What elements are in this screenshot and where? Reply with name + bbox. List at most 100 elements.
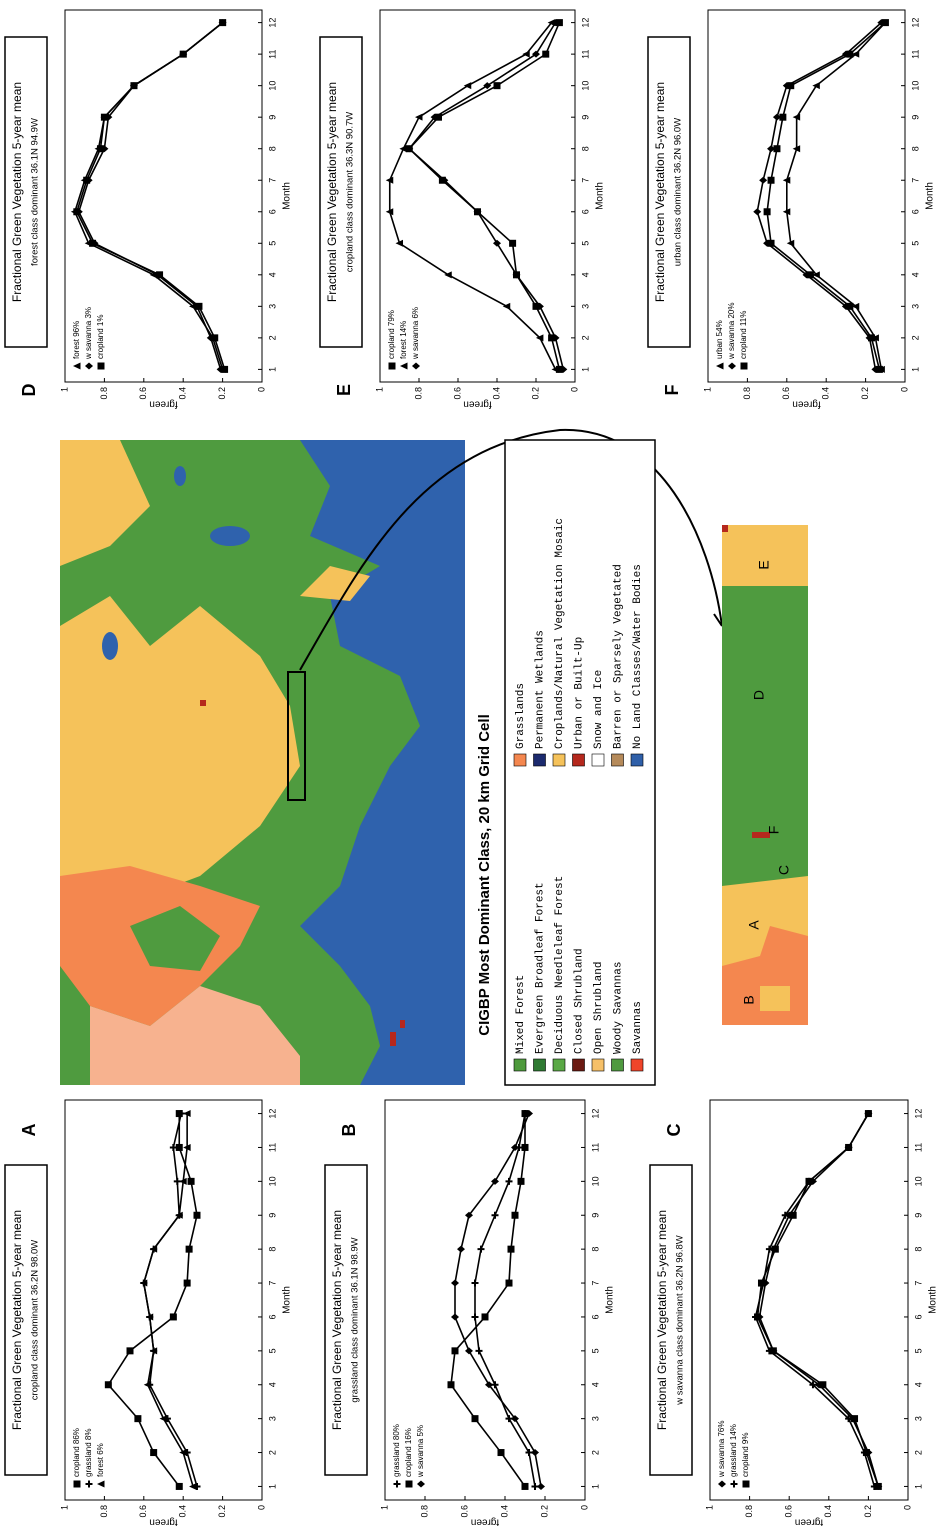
legend-swatch <box>612 754 624 766</box>
y-tick-label: 0.4 <box>178 387 188 400</box>
x-tick-label: 7 <box>913 1281 923 1286</box>
marker <box>773 145 780 152</box>
legend-entry: w savanna 5% <box>416 1425 425 1478</box>
series-line <box>409 23 559 370</box>
marker <box>472 1280 479 1287</box>
legend-swatch <box>534 1059 546 1071</box>
x-tick-label: 10 <box>267 1176 277 1186</box>
x-axis-label: Month <box>928 1286 939 1314</box>
legend-marker <box>417 1481 425 1488</box>
marker <box>518 1178 525 1185</box>
legend-label: Urban or Built-Up <box>573 637 585 749</box>
legend-entry: cropland 1% <box>96 315 105 359</box>
x-tick-label: 9 <box>910 115 920 120</box>
marker <box>134 1415 141 1422</box>
map-urban <box>200 700 206 706</box>
chart-title: Fractional Green Vegetation 5-year mean <box>330 1210 344 1430</box>
x-tick-label: 12 <box>267 1109 277 1119</box>
x-tick-label: 5 <box>913 1348 923 1353</box>
marker <box>127 1347 134 1354</box>
legend-marker <box>389 363 396 370</box>
x-tick-label: 1 <box>580 367 590 372</box>
x-tick-label: 8 <box>267 146 277 151</box>
legend-swatch <box>553 1059 565 1071</box>
marker <box>806 1178 813 1185</box>
y-tick-label: 0.6 <box>781 387 791 400</box>
marker <box>537 1483 545 1490</box>
marker <box>186 1246 193 1253</box>
marker <box>83 177 90 184</box>
x-tick-label: 8 <box>910 146 920 151</box>
legend-swatch <box>592 754 604 766</box>
zoom-label: D <box>751 690 767 700</box>
y-tick-label: 1 <box>704 1505 714 1510</box>
marker <box>457 1246 465 1253</box>
y-tick-label: 0.8 <box>742 387 752 400</box>
x-tick-label: 3 <box>580 304 590 309</box>
zoom-label: C <box>776 865 792 875</box>
x-tick-label: 8 <box>580 146 590 151</box>
chart-subtitle: forest class dominant 36.1N 94.9W <box>30 118 41 266</box>
x-tick-label: 4 <box>580 272 590 277</box>
y-tick-label: 0.2 <box>217 387 227 400</box>
panel-label: C <box>664 1124 684 1137</box>
legend-label: Closed Shrubland <box>573 948 585 1054</box>
x-tick-label: 5 <box>910 241 920 246</box>
series-line <box>455 1114 541 1487</box>
legend-marker <box>741 363 748 370</box>
marker <box>876 366 883 373</box>
zoom-strip <box>722 525 808 1025</box>
x-tick-label: 1 <box>267 367 277 372</box>
marker <box>176 1483 183 1490</box>
marker <box>452 1347 459 1354</box>
marker <box>482 1313 489 1320</box>
marker <box>180 51 187 58</box>
marker <box>509 240 516 247</box>
marker <box>105 1381 112 1388</box>
x-tick-label: 5 <box>580 241 590 246</box>
marker <box>863 1449 870 1456</box>
marker <box>415 114 423 121</box>
marker <box>476 1347 483 1354</box>
legend-label: Deciduous Needleleaf Forest <box>554 876 566 1054</box>
x-tick-label: 12 <box>590 1109 600 1119</box>
chart-subtitle: cropland class dominant 36.3N 90.7W <box>345 112 356 273</box>
map-urban <box>400 1020 405 1028</box>
x-tick-label: 11 <box>910 49 920 58</box>
chart-subtitle: grassland class dominant 36.1N 98.9W <box>350 1237 361 1402</box>
y-axis-label: fgreen <box>795 1516 823 1526</box>
x-tick-label: 7 <box>267 1281 277 1286</box>
x-tick-label: 6 <box>267 209 277 214</box>
marker <box>807 271 814 278</box>
x-tick-label: 5 <box>267 1348 277 1353</box>
marker <box>494 82 501 89</box>
y-tick-label: 0.8 <box>99 1505 109 1518</box>
zoom-label: F <box>766 826 782 835</box>
marker <box>882 19 889 26</box>
marker <box>170 1313 177 1320</box>
x-tick-label: 12 <box>910 18 920 28</box>
x-tick-label: 2 <box>910 335 920 340</box>
legend-entry: w savanna 6% <box>411 307 420 360</box>
y-tick-label: 0.4 <box>823 1505 833 1518</box>
y-tick-label: 0.4 <box>178 1505 188 1518</box>
y-tick-label: 0.2 <box>539 1505 549 1518</box>
marker <box>819 1381 826 1388</box>
legend-label: Snow and Ice <box>593 670 605 749</box>
y-tick-label: 0.6 <box>138 387 148 400</box>
y-axis-label: fgreen <box>463 398 491 409</box>
legend-label: Savannas <box>632 1001 644 1054</box>
legend-label: Mixed Forest <box>515 975 527 1054</box>
x-tick-label: 10 <box>913 1176 923 1186</box>
x-axis-label: Month <box>282 182 293 210</box>
y-tick-label: 0.4 <box>499 1505 509 1518</box>
x-axis-label: Month <box>605 1286 616 1314</box>
legend-marker <box>743 1481 750 1488</box>
x-tick-label: 4 <box>267 272 277 277</box>
marker <box>492 1212 499 1219</box>
y-tick-label: 0.8 <box>419 1505 429 1518</box>
legend-marker <box>731 1481 738 1488</box>
x-tick-label: 6 <box>267 1314 277 1319</box>
series-line <box>144 1114 193 1487</box>
legend-entry: w savanna 76% <box>717 1421 726 1478</box>
